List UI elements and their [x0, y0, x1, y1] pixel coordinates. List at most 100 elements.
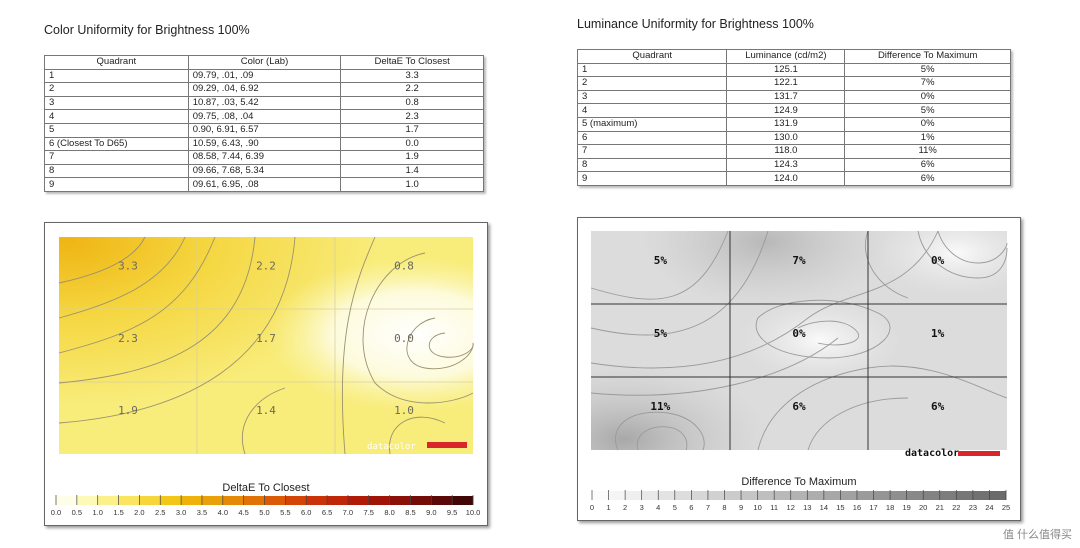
cell-value-label: 1.9	[118, 404, 138, 417]
legend-swatch	[327, 496, 349, 505]
legend-tick-label: 10.0	[466, 508, 481, 517]
table-cell: 131.9	[726, 116, 846, 132]
table-cell: 7%	[844, 76, 1011, 91]
table-cell: 09.79, .01, .09	[187, 68, 342, 84]
table-cell: 5%	[844, 62, 1011, 78]
table-row: 5 0.90, 6.91, 6.57 1.7	[44, 122, 484, 138]
legend-tick-label: 0	[590, 503, 594, 512]
legend-tick-label: 16	[853, 503, 861, 512]
legend-swatch	[452, 496, 474, 505]
table-cell: 6 (Closest To D65)	[44, 136, 189, 152]
legend-swatch	[625, 491, 642, 500]
table-row: 8 124.3 6%	[576, 157, 1011, 173]
legend-swatch	[389, 496, 411, 505]
legend-tick-label: 25	[1002, 503, 1010, 512]
legend-tick-label: 17	[869, 503, 877, 512]
left-title: Color Uniformity for Brightness 100%	[44, 23, 250, 37]
cell-value-label: 1.7	[256, 332, 276, 345]
table-cell: 09.66, 7.68, 5.34	[187, 163, 342, 179]
legend-swatch	[757, 491, 775, 500]
table-cell: 09.29, .04, 6.92	[187, 82, 342, 97]
cell-value-label: 1.0	[394, 404, 414, 417]
col-header: DeltaE To Closest	[340, 55, 484, 70]
cell-value-label: 7%	[792, 254, 806, 267]
legend-tick-label: 8.0	[384, 508, 394, 517]
legend-tick-label: 0.0	[51, 508, 61, 517]
legend-tick-label: 0.5	[72, 508, 82, 517]
legend-tick-label: 7.5	[364, 508, 374, 517]
deltae-heatmap-panel: 3.3 2.2 0.8 2.3 1.7 0.0 1.9 1.4 1.0 datacolor De…	[44, 222, 488, 526]
legend-tick-label: 23	[969, 503, 977, 512]
table-cell: 8	[576, 157, 728, 173]
table-cell: 0.8	[340, 95, 484, 111]
table-cell: 1.4	[340, 163, 484, 179]
table-row: 9 124.0 6%	[576, 171, 1011, 186]
legend-tick-label: 4	[656, 503, 660, 512]
cell-value-label: 1.4	[256, 404, 276, 417]
right-title: Luminance Uniformity for Brightness 100%	[577, 17, 814, 31]
legend-tick-label: 13	[803, 503, 811, 512]
legend-swatch	[118, 496, 140, 505]
table-row: 7 118.0 11%	[576, 144, 1011, 159]
table-row: 1 09.79, .01, .09 3.3	[44, 68, 484, 84]
legend-swatch	[222, 496, 244, 505]
cell-value-label: 0%	[792, 327, 806, 340]
legend-tick-label: 11	[770, 503, 778, 512]
legend-tick-label: 20	[919, 503, 927, 512]
table-cell: 3	[44, 95, 189, 111]
table-cell: 09.61, 6.95, .08	[187, 177, 342, 192]
table-cell: 08.58, 7.44, 6.39	[187, 150, 342, 165]
table-cell: 0.0	[340, 136, 484, 152]
legend-swatch	[181, 496, 203, 505]
legend-swatch	[264, 496, 286, 505]
legend-swatch	[76, 496, 98, 505]
table-cell: 10.87, .03, 5.42	[187, 95, 342, 111]
legend-tick-label: 2	[623, 503, 627, 512]
legend-tick-label: 7	[706, 503, 710, 512]
table-cell: 10.59, 6.43, .90	[187, 136, 342, 152]
cell-value-label: 5%	[654, 254, 668, 267]
table-cell: 11%	[844, 144, 1011, 159]
table-cell: 6%	[844, 171, 1011, 186]
cell-value-label: 6%	[931, 400, 945, 413]
cell-value-label: 0.8	[394, 260, 414, 273]
table-cell: 09.75, .08, .04	[187, 109, 342, 124]
legend-swatch	[873, 491, 891, 500]
legend-swatch	[691, 491, 709, 500]
table-cell: 1.9	[340, 150, 484, 165]
cell-value-label: 11%	[650, 400, 670, 413]
legend-tick-label: 24	[985, 503, 993, 512]
cell-value-label: 0.0	[394, 332, 414, 345]
table-cell: 9	[576, 171, 728, 186]
legend-swatch	[807, 491, 825, 500]
legend-swatch	[972, 491, 990, 500]
legend-tick-label: 15	[836, 503, 844, 512]
legend-swatch	[243, 496, 265, 505]
legend-swatch	[906, 491, 924, 500]
col-header: Difference To Maximum	[844, 49, 1011, 64]
table-cell: 1%	[844, 130, 1011, 146]
table-cell: 7	[44, 150, 189, 165]
legend-tick-label: 9.5	[447, 508, 457, 517]
legend-swatch	[641, 491, 659, 500]
table-cell: 6	[576, 130, 728, 146]
legend-swatch	[956, 491, 974, 500]
table-cell: 5 (maximum)	[576, 116, 728, 132]
legend-title: DeltaE To Closest	[222, 482, 309, 494]
table-row: 2 09.29, .04, 6.92 2.2	[44, 82, 484, 97]
table-cell: 1.0	[340, 177, 484, 192]
table-cell: 5%	[844, 103, 1011, 118]
table-row: 4 124.9 5%	[576, 103, 1011, 118]
legend-tick-label: 6.5	[322, 508, 332, 517]
legend-swatch	[431, 496, 453, 505]
table-cell: 1	[576, 62, 728, 78]
cell-value-label: 0%	[931, 254, 945, 267]
legend-tick-label: 2.0	[134, 508, 144, 517]
legend-swatch	[368, 496, 390, 505]
legend-tick-label: 10	[753, 503, 761, 512]
legend-swatch	[410, 496, 432, 505]
legend-swatch	[674, 491, 692, 500]
table-cell: 122.1	[726, 76, 846, 91]
table-row: 9 09.61, 6.95, .08 1.0	[44, 177, 484, 192]
table-row: 4 09.75, .08, .04 2.3	[44, 109, 484, 124]
